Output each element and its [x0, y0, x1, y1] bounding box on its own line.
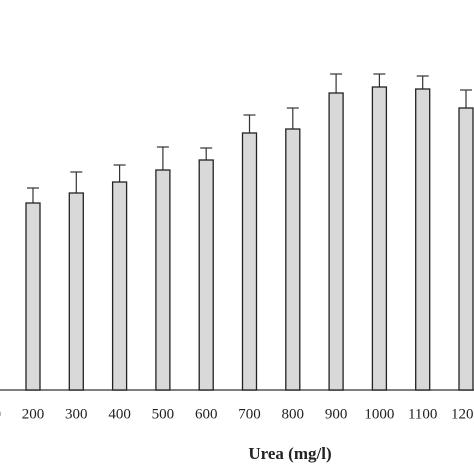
bar	[25, 202, 41, 391]
bar	[371, 86, 388, 391]
x-tick-label: 600	[195, 406, 218, 422]
bar	[241, 132, 258, 391]
x-tick-label: 700	[238, 406, 261, 422]
bar	[111, 181, 128, 391]
bar	[458, 107, 474, 391]
bar	[285, 128, 301, 391]
x-tick-label: 200	[22, 406, 45, 422]
x-tick-label: 100	[0, 406, 1, 422]
x-tick-label: 1100	[408, 406, 437, 422]
x-tick-label: 500	[152, 406, 175, 422]
x-tick-label: 400	[108, 406, 131, 422]
bar	[415, 88, 431, 391]
bar	[328, 92, 344, 391]
x-tick-label: 300	[65, 406, 88, 422]
bar	[155, 169, 171, 391]
bar	[68, 192, 84, 391]
x-tick-label: 800	[282, 406, 305, 422]
x-tick-label: 900	[325, 406, 348, 422]
x-tick-label: 1200	[451, 406, 474, 422]
bar	[198, 159, 214, 391]
x-axis-label: Urea (mg/l)	[248, 444, 331, 463]
x-tick-label: 1000	[364, 406, 394, 422]
